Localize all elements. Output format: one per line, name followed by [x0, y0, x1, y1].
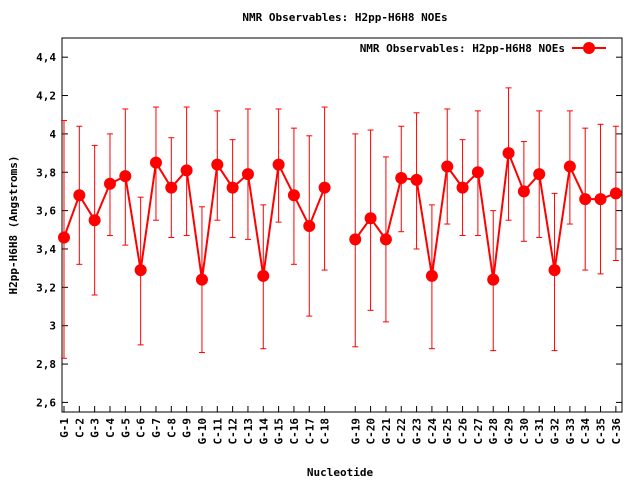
data-point [349, 233, 362, 246]
data-point [456, 181, 469, 194]
data-point [272, 158, 285, 171]
data-point [73, 189, 86, 202]
series-line [63, 159, 326, 280]
data-point [517, 185, 530, 198]
x-tick-label: C-4 [104, 418, 117, 438]
x-tick-label: G-32 [549, 418, 562, 445]
data-point [318, 181, 331, 194]
x-tick-label: C-31 [533, 418, 546, 445]
chart-title: NMR Observables: H2pp-H6H8 NOEs [242, 11, 447, 24]
x-tick-label: C-24 [426, 418, 439, 445]
x-tick-label: C-8 [165, 418, 178, 438]
x-tick-label: G-19 [349, 418, 362, 445]
data-point [180, 164, 193, 177]
x-tick-label: C-16 [288, 418, 301, 445]
x-tick-label: C-6 [135, 418, 148, 438]
data-point [195, 273, 208, 286]
legend: NMR Observables: H2pp-H6H8 NOEs [360, 42, 606, 55]
data-point [533, 168, 546, 181]
y-tick-label: 4,2 [36, 90, 56, 103]
data-point [226, 181, 239, 194]
y-tick-label: 3,6 [36, 205, 56, 218]
x-tick-label: G-9 [181, 418, 194, 438]
y-tick-label: 3,4 [36, 243, 56, 256]
y-axis-label: H2pp-H6H8 (Angstroms) [7, 155, 20, 294]
data-point [487, 273, 500, 286]
x-tick-label: C-11 [211, 418, 224, 445]
x-tick-label: G-10 [196, 418, 209, 445]
data-point [149, 156, 162, 169]
x-axis-label: Nucleotide [307, 466, 374, 479]
y-tick-label: 3,2 [36, 281, 56, 294]
data-point [425, 269, 438, 282]
x-tick-label: C-22 [395, 418, 408, 445]
data-point [395, 172, 408, 185]
y-tick-label: 3 [49, 320, 56, 333]
legend-marker [583, 42, 595, 54]
x-tick-label: G-29 [503, 418, 516, 445]
x-tick-label: G-28 [487, 418, 500, 445]
data-point [502, 147, 515, 160]
data-point [379, 233, 392, 246]
y-tick-label: 2,6 [36, 396, 56, 409]
x-tick-label: G-25 [441, 418, 454, 445]
series-line [354, 152, 617, 280]
data-point [88, 214, 101, 227]
x-tick-label: G-1 [58, 418, 71, 438]
x-tick-label: G-7 [150, 418, 163, 438]
x-tick-label: C-26 [457, 418, 470, 445]
data-point [441, 160, 454, 173]
x-tick-label: C-34 [579, 418, 592, 445]
x-tick-label: G-15 [273, 418, 286, 445]
data-point [134, 264, 147, 277]
data-point [594, 193, 607, 206]
data-point [211, 158, 224, 171]
x-tick-label: C-13 [242, 418, 255, 445]
data-point [364, 212, 377, 225]
data-point [563, 160, 576, 173]
data-point [103, 177, 116, 190]
data-point [471, 166, 484, 179]
data-point [303, 219, 316, 232]
x-tick-label: G-21 [380, 418, 393, 445]
x-tick-label: C-12 [227, 418, 240, 445]
x-tick-label: C-20 [365, 418, 378, 445]
x-tick-label: G-23 [411, 418, 424, 445]
x-tick-label: C-36 [610, 418, 623, 445]
data-point [609, 187, 622, 200]
x-tick-label: G-5 [119, 418, 132, 438]
y-tick-label: 4 [49, 128, 56, 141]
x-tick-label: C-17 [303, 418, 316, 445]
x-tick-label: G-33 [564, 418, 577, 445]
x-tick-label: G-3 [89, 418, 102, 438]
data-point [241, 168, 254, 181]
data-point [57, 231, 70, 244]
data-point [287, 189, 300, 202]
y-tick-label: 4,4 [36, 51, 56, 64]
x-tick-label: C-2 [73, 418, 86, 438]
x-tick-label: C-35 [595, 418, 608, 445]
data-point [119, 170, 132, 183]
data-point [579, 193, 592, 206]
y-tick-label: 3,8 [36, 166, 56, 179]
legend-label: NMR Observables: H2pp-H6H8 NOEs [360, 42, 565, 55]
x-tick-label: C-18 [319, 418, 332, 445]
y-tick-label: 2,8 [36, 358, 56, 371]
x-tick-label: C-27 [472, 418, 485, 445]
data-point [548, 264, 561, 277]
x-tick-label: G-14 [257, 418, 270, 445]
plot-frame [61, 37, 623, 413]
data-point [410, 173, 423, 186]
x-tick-label: C-30 [518, 418, 531, 445]
data-point [257, 269, 270, 282]
data-point [165, 181, 178, 194]
